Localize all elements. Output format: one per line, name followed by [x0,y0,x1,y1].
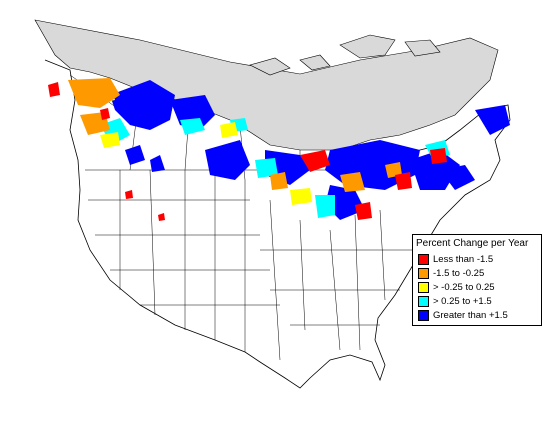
legend-label: > -0.25 to 0.25 [433,281,495,293]
legend-swatch [418,267,429,279]
legend-label: Greater than +1.5 [433,309,508,321]
legend-item-minus-1-5-to-minus-0-25: -1.5 to -0.25 [418,267,484,279]
legend-label: -1.5 to -0.25 [433,267,485,279]
legend-item-minus-0-25-to-0-25: > -0.25 to 0.25 [418,281,495,293]
legend-swatch [418,281,429,293]
legend-swatch [418,309,429,321]
northern-no-data-region [34,19,499,151]
legend: Percent Change per Year Less than -1.5 -… [412,234,542,326]
legend-title: Percent Change per Year [416,238,529,249]
data-patches-red [48,82,447,221]
northern-no-data-islands [249,34,441,76]
legend-swatch [418,253,429,265]
legend-label: > 0.25 to +1.5 [433,295,492,307]
legend-item-0-25-to-1-5: > 0.25 to +1.5 [418,295,492,307]
legend-item-less-than-minus-1-5: Less than -1.5 [418,253,493,265]
north-america-outline [44,59,511,389]
legend-label: Less than -1.5 [433,253,494,265]
legend-item-greater-than-1-5: Greater than +1.5 [418,309,508,321]
legend-swatch [418,295,429,307]
